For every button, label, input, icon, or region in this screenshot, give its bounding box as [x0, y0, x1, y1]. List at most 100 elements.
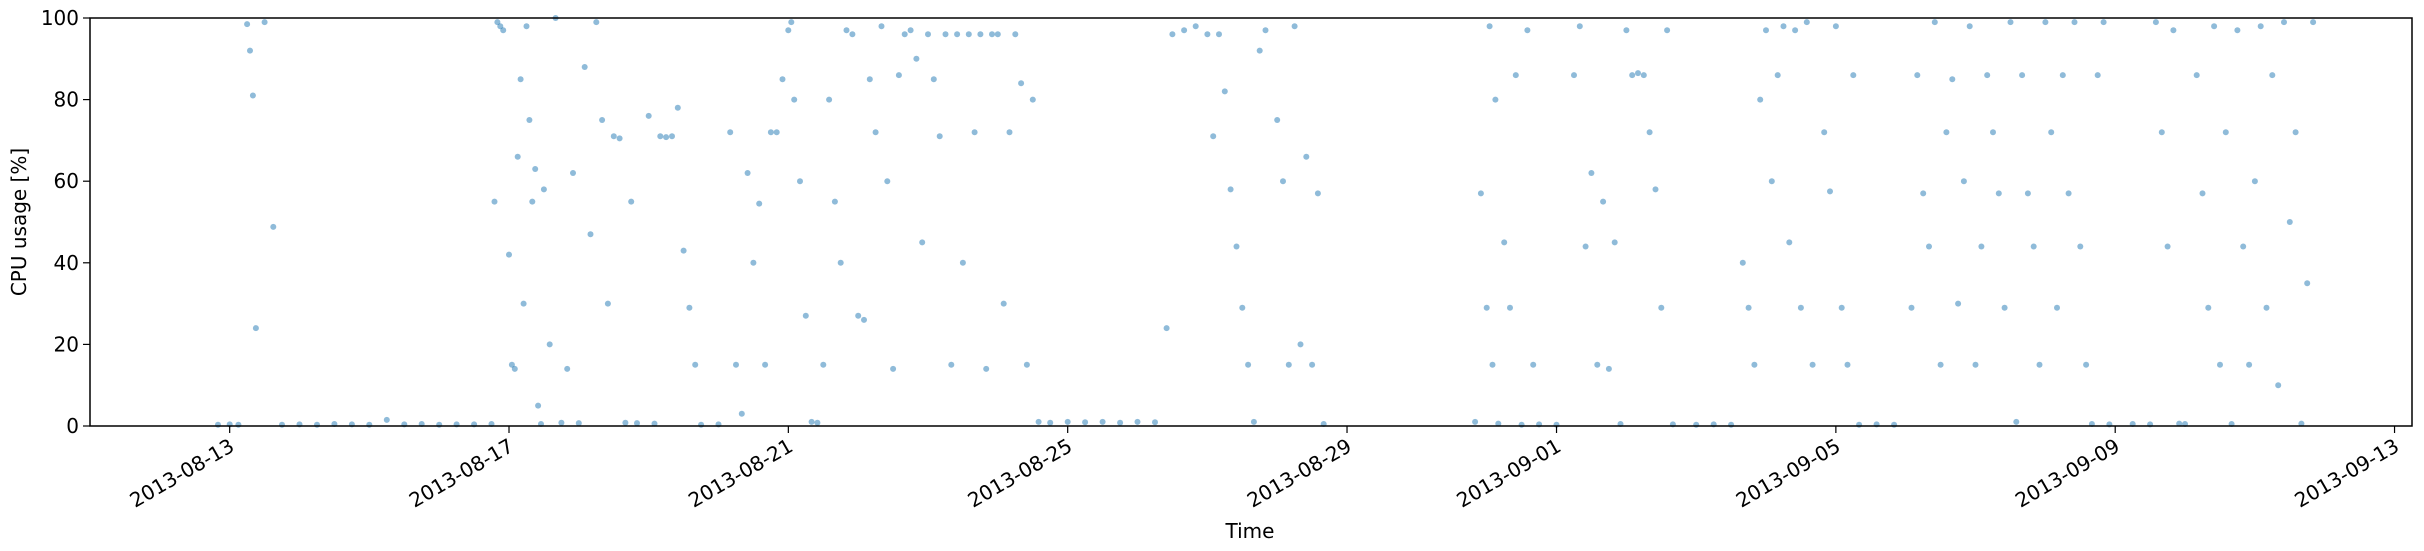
data-point	[1262, 27, 1269, 34]
data-point	[925, 31, 931, 38]
data-point	[913, 55, 920, 62]
data-point	[680, 247, 687, 254]
data-point	[1768, 178, 1775, 185]
data-point	[1652, 186, 1659, 193]
x-tick-label: 2013-09-05	[1732, 434, 1845, 513]
data-point	[1640, 72, 1647, 79]
y-tick-label: 100	[41, 6, 79, 30]
data-point	[959, 259, 966, 266]
data-point	[1757, 96, 1764, 103]
data-point	[2263, 304, 2270, 311]
data-point	[1821, 129, 1828, 136]
data-point	[529, 198, 536, 205]
data-point	[767, 129, 774, 136]
data-point	[575, 420, 582, 427]
data-point	[628, 198, 635, 205]
data-point	[1605, 365, 1612, 372]
data-point	[1797, 304, 1804, 311]
data-point	[2100, 19, 2107, 26]
data-point	[517, 76, 524, 83]
data-point	[1908, 304, 1915, 311]
data-point	[1023, 361, 1030, 368]
data-point	[1477, 190, 1484, 197]
y-tick-label: 80	[54, 88, 79, 112]
data-point	[2298, 420, 2305, 427]
data-point	[514, 153, 521, 160]
data-point	[1064, 418, 1071, 425]
data-point	[954, 31, 961, 38]
data-point	[884, 178, 891, 185]
data-point	[2304, 280, 2311, 287]
x-tick-label: 2013-08-25	[964, 434, 1077, 513]
data-point	[1990, 129, 1996, 136]
data-point	[511, 365, 518, 372]
data-point	[674, 104, 681, 111]
data-point	[1582, 243, 1589, 250]
data-point	[788, 19, 795, 26]
data-point	[866, 76, 873, 83]
data-point	[1489, 361, 1496, 368]
data-point	[2257, 23, 2264, 30]
data-point	[314, 421, 320, 428]
data-point	[669, 133, 675, 140]
data-point	[1937, 361, 1944, 368]
data-point	[989, 31, 995, 38]
data-point	[2176, 420, 2183, 427]
data-point	[948, 361, 955, 368]
data-point	[1006, 129, 1013, 136]
data-point	[1728, 421, 1735, 428]
data-point	[744, 170, 751, 176]
data-point	[634, 420, 640, 427]
data-point	[1926, 243, 1932, 250]
y-axis-ticks: 0 20 40 60 80 100	[41, 6, 90, 438]
data-point	[843, 27, 850, 34]
data-point	[2024, 190, 2031, 197]
data-point	[599, 117, 606, 123]
data-point	[797, 178, 803, 185]
data-point	[657, 133, 664, 140]
data-point	[261, 19, 268, 26]
data-point	[2019, 72, 2026, 79]
data-point	[1192, 23, 1199, 30]
data-point	[861, 316, 867, 323]
data-point	[252, 325, 259, 332]
data-point	[1280, 178, 1286, 185]
data-point	[872, 129, 879, 136]
data-point	[791, 96, 798, 103]
data-point	[1803, 19, 1810, 26]
y-tick-label: 0	[66, 414, 79, 438]
data-point	[1245, 361, 1252, 368]
data-point	[2205, 304, 2212, 311]
data-point	[247, 47, 253, 54]
data-point	[1576, 23, 1583, 30]
data-point	[1472, 418, 1479, 425]
data-point	[733, 361, 739, 368]
data-point	[540, 186, 547, 193]
x-tick-label: 2013-09-01	[1452, 434, 1565, 513]
data-point	[837, 259, 844, 266]
data-point	[878, 23, 885, 30]
data-point	[727, 129, 734, 136]
data-point	[1210, 133, 1217, 140]
data-point	[500, 27, 507, 34]
data-point	[1216, 31, 1222, 38]
data-point	[1838, 304, 1845, 311]
data-point	[802, 312, 809, 319]
data-point	[1914, 72, 1921, 79]
data-point	[2164, 243, 2171, 250]
data-points	[215, 15, 2317, 428]
data-point	[249, 92, 256, 99]
data-point	[750, 259, 757, 266]
data-point	[1181, 27, 1188, 34]
data-point	[1931, 19, 1938, 26]
data-point	[977, 31, 984, 38]
data-point	[1646, 129, 1653, 136]
data-point	[936, 133, 943, 140]
data-point	[564, 365, 571, 372]
data-point	[2292, 129, 2299, 136]
data-point	[1635, 70, 1641, 77]
data-point	[1978, 243, 1985, 250]
data-point	[2048, 129, 2055, 136]
data-point	[651, 420, 658, 427]
